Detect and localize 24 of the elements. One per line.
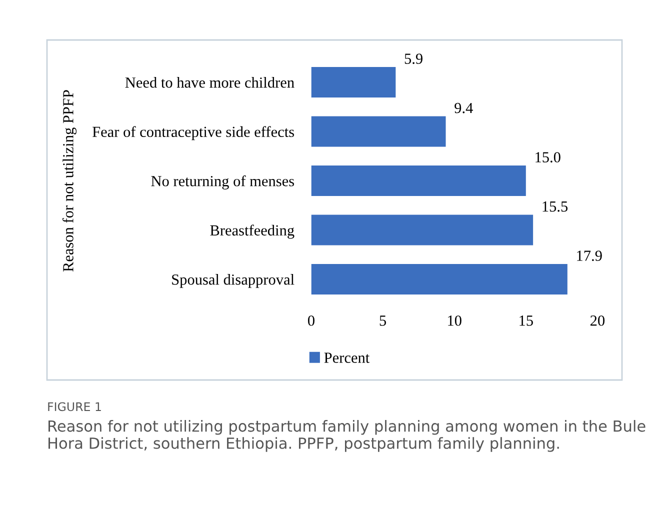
x-tick-label: 5	[380, 316, 386, 326]
data-label: 9.4	[454, 102, 473, 114]
bar	[311, 214, 534, 246]
y-tick-label: Spousal disapproval	[172, 274, 294, 288]
y-tick-label: No returning of menses	[151, 175, 294, 190]
bar	[311, 116, 446, 147]
y-axis-title: Reason for not utilizing PPFP	[62, 90, 77, 272]
bar	[311, 166, 526, 196]
x-tick-label: 20	[590, 315, 605, 326]
data-label: 5.9	[404, 54, 422, 64]
data-label: 15.0	[536, 152, 560, 162]
bar	[311, 264, 568, 295]
bar	[311, 67, 396, 98]
text: Reason for not utilizing postpartum family planning among women in the Bule Hora District, southern Ethiopia. PPFP, postpartum family planning.	[48, 420, 646, 452]
y-tick-label: Fear of contraceptive side effects	[92, 126, 294, 140]
data-label: 15.5	[542, 201, 568, 212]
y-tick-label: Breastfeeding	[210, 224, 294, 239]
caption: FIGURE 1	[48, 402, 101, 412]
legend-label: Percent	[324, 352, 370, 363]
x-tick-label: 10	[448, 315, 462, 326]
x-tick-label: 0	[308, 315, 314, 326]
x-tick-label: 15	[520, 316, 533, 326]
y-tick-label: Need to have more children	[125, 76, 294, 88]
data-label: 17.9	[577, 250, 602, 261]
